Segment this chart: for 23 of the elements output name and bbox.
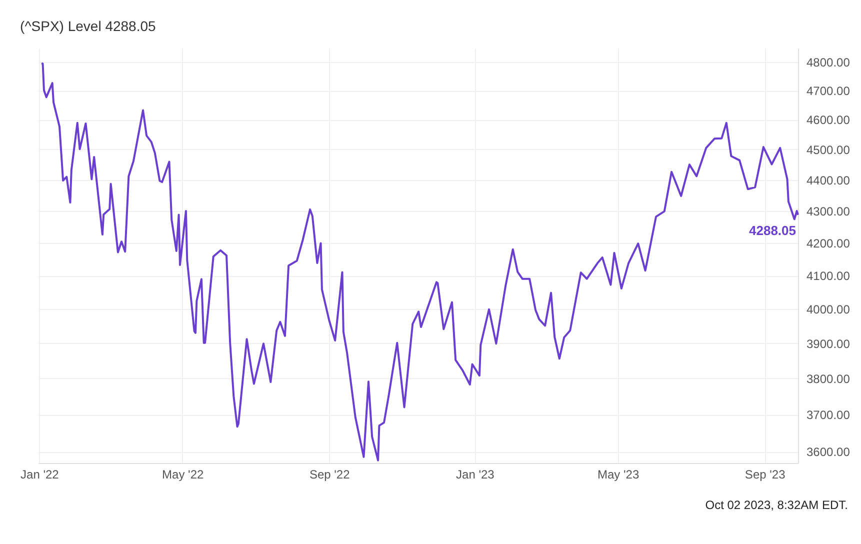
annotation: 4288.05 bbox=[749, 222, 796, 238]
x-tick-label: Sep '22 bbox=[309, 468, 350, 482]
y-tick-label: 3900.00 bbox=[806, 336, 850, 351]
x-tick-label: May '22 bbox=[162, 468, 204, 482]
x-tick-label: Jan '23 bbox=[456, 468, 495, 482]
y-tick-label: 4300.00 bbox=[806, 204, 850, 219]
line-series bbox=[40, 62, 799, 462]
y-tick-label: 3700.00 bbox=[806, 408, 850, 422]
y-tick-label: 3600.00 bbox=[806, 445, 850, 460]
text: Oct 02 2023, 8:32AM EDT. bbox=[705, 498, 848, 512]
y-tick-label: 4000.00 bbox=[806, 302, 850, 316]
chart-title: (^SPX) Level 4288.05 bbox=[20, 18, 156, 34]
y-tick-label: 4600.00 bbox=[806, 113, 850, 128]
x-tick-label: Jan '22 bbox=[20, 468, 60, 482]
x-tick-label: May '23 bbox=[598, 468, 640, 482]
y-tick-label: 4500.00 bbox=[806, 142, 850, 157]
y-tick-label: 4400.00 bbox=[806, 173, 850, 188]
x-tick-label: Sep '23 bbox=[744, 468, 786, 482]
y-tick-label: 4100.00 bbox=[806, 269, 850, 284]
y-tick-label: 4200.00 bbox=[806, 236, 850, 250]
y-tick-label: 3800.00 bbox=[806, 372, 850, 386]
y-tick-label: 4800.00 bbox=[806, 56, 850, 70]
y-tick-label: 4700.00 bbox=[806, 84, 850, 98]
